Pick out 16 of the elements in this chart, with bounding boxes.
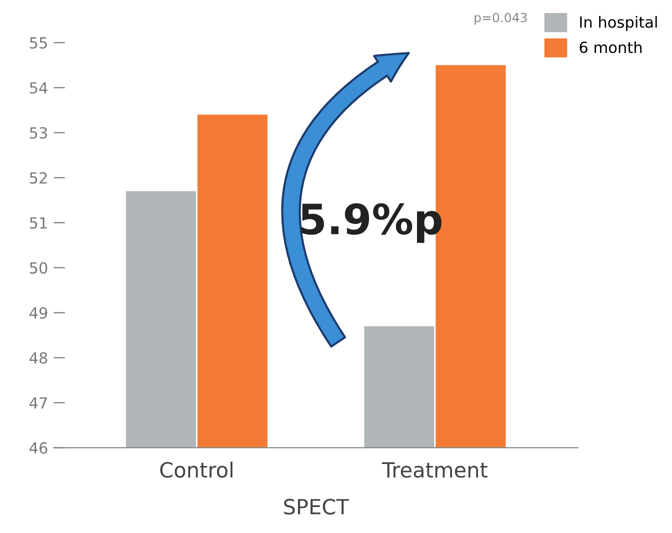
x-tick-label: Control — [160, 462, 232, 478]
y-tick-label: 48 — [30, 352, 48, 364]
y-tick-label: 47 — [30, 397, 47, 409]
y-tick-label: 51 — [30, 217, 47, 229]
y-tick-label: 46 — [30, 442, 48, 454]
legend-label: In hospital — [580, 16, 657, 31]
x-tick-label: Treatment — [382, 462, 488, 478]
x-axis-title: SPECT — [284, 498, 350, 515]
y-tick-label: 53 — [30, 127, 47, 139]
text: p=0.043 — [474, 12, 527, 25]
y-tick-label: 52 — [30, 172, 47, 184]
y-tick-label: 49 — [30, 307, 48, 319]
legend-label: 6 month — [580, 41, 642, 54]
y-tick-label: 50 — [30, 262, 48, 274]
y-tick-label: 54 — [30, 82, 48, 94]
y-tick-label: 55 — [30, 37, 47, 49]
